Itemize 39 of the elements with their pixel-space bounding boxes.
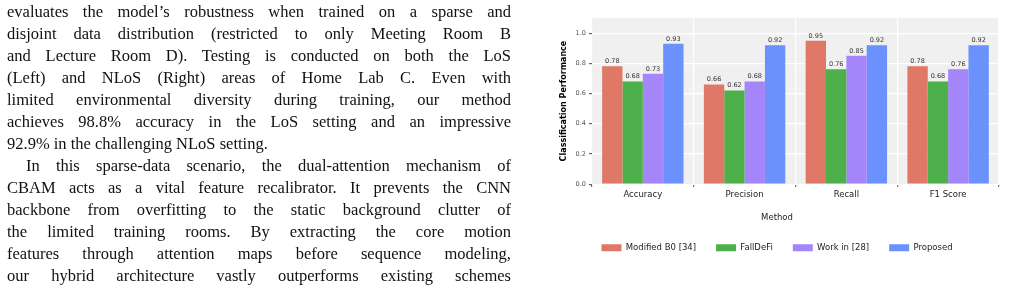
bar <box>744 81 765 184</box>
bar <box>948 69 969 184</box>
text: 92.9% in the challenging NLoS setting. <box>7 133 269 155</box>
legend-label: Work in [28] <box>817 241 870 252</box>
x-tick-label: Accuracy <box>623 189 663 200</box>
text: achieves 98.8% accuracy in the LoS setting and an impressive <box>7 111 511 133</box>
bar <box>642 73 664 184</box>
bar <box>846 55 867 184</box>
bar <box>968 45 989 184</box>
text: our hybrid architecture vastly outperforms existing schemes <box>7 265 511 287</box>
bar <box>703 84 725 184</box>
legend-label: FallDeFi <box>740 241 773 252</box>
bar <box>907 66 928 184</box>
text: backbone from overfitting to the static background clutter of <box>7 199 511 221</box>
text: In this sparse-data scenario, the dual-attention mechanism of <box>25 155 511 177</box>
text: disjoint data distribution (restricted to only Meeting Room B <box>7 23 511 45</box>
y-axis-title: Classification Performance <box>558 40 568 162</box>
bar <box>663 43 684 184</box>
bar <box>622 81 643 184</box>
legend-label: Proposed <box>913 241 953 252</box>
bar <box>805 40 826 184</box>
bar <box>764 45 786 184</box>
text: evaluates the model’s robustness when trained on a sparse and <box>7 1 511 23</box>
x-tick-label: Recall <box>833 189 860 200</box>
text: the limited training rooms. By extracting the core motion <box>7 221 511 243</box>
text: limited environmental diversity during training, our method <box>7 89 511 111</box>
bar <box>724 90 745 184</box>
legend-label: Modified B0 [34] <box>625 241 697 252</box>
bar <box>866 45 888 184</box>
text: (Left) and NLoS (Right) areas of Home Lab C. Even with <box>7 67 511 89</box>
legend-title: Method <box>761 211 793 222</box>
text: features through attention maps before sequence modeling, <box>7 243 511 265</box>
x-tick-label: F1 Score <box>929 189 967 200</box>
bar <box>826 69 847 184</box>
bar <box>602 66 623 184</box>
text: and Lecture Room D). Testing is conducted on both the LoS <box>7 45 511 67</box>
bar <box>927 81 949 184</box>
x-tick-label: Precision <box>725 189 764 200</box>
text: CBAM acts as a vital feature recalibrator. It prevents the CNN <box>7 177 511 199</box>
